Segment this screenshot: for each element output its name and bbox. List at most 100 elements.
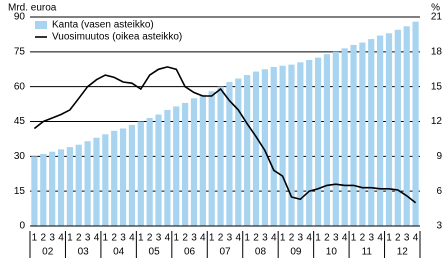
legend-label: Kanta (vasen asteikko) bbox=[52, 20, 154, 31]
x-group-label: 02 bbox=[42, 247, 54, 258]
bar bbox=[270, 66, 277, 226]
bar bbox=[57, 149, 65, 226]
bar bbox=[111, 130, 118, 226]
x-tick-label: 4 bbox=[377, 233, 383, 244]
y-axis-label: Mrd. euroa bbox=[8, 3, 57, 14]
x-group-label: 09 bbox=[290, 247, 302, 258]
bar bbox=[252, 71, 260, 226]
x-group-label: 10 bbox=[326, 247, 338, 258]
x-tick-label: 1 bbox=[32, 233, 38, 244]
bar bbox=[279, 65, 286, 227]
bar bbox=[297, 62, 304, 227]
y2-tick-label: 18 bbox=[431, 46, 443, 57]
x-tick-label: 2 bbox=[76, 233, 82, 244]
x-tick-label: 1 bbox=[244, 233, 250, 244]
bar bbox=[394, 29, 401, 227]
x-tick-label: 3 bbox=[368, 233, 374, 244]
x-tick-label: 4 bbox=[271, 233, 277, 244]
x-tick-label: 1 bbox=[138, 233, 144, 244]
x-tick-label: 4 bbox=[236, 233, 242, 244]
bar bbox=[403, 26, 410, 226]
y-tick-label: 15 bbox=[14, 186, 26, 197]
x-tick-label: 2 bbox=[253, 233, 259, 244]
y-tick-label: 60 bbox=[14, 81, 26, 92]
y-tick-label: 0 bbox=[19, 221, 25, 232]
x-tick-label: 4 bbox=[413, 233, 419, 244]
bar bbox=[235, 78, 242, 227]
y-tick-label: 90 bbox=[14, 12, 26, 23]
bar bbox=[146, 118, 153, 226]
x-tick-label: 1 bbox=[209, 233, 215, 244]
x-group-label: 08 bbox=[255, 247, 267, 258]
bar bbox=[359, 42, 366, 226]
bar bbox=[84, 141, 91, 226]
x-tick-label: 1 bbox=[173, 233, 179, 244]
bar bbox=[155, 114, 162, 226]
y-tick-label: 30 bbox=[14, 151, 26, 162]
bar bbox=[412, 21, 419, 227]
x-tick-label: 4 bbox=[94, 233, 100, 244]
bar bbox=[93, 137, 100, 226]
bar bbox=[244, 75, 251, 226]
bar bbox=[119, 128, 127, 226]
bar bbox=[341, 48, 348, 226]
x-tick-label: 1 bbox=[67, 233, 73, 244]
x-tick-label: 2 bbox=[111, 233, 117, 244]
x-group-label: 11 bbox=[362, 247, 373, 258]
y2-axis-label: % bbox=[431, 3, 440, 14]
x-tick-label: 1 bbox=[103, 233, 109, 244]
x-group-label: 04 bbox=[113, 247, 125, 258]
x-tick-label: 3 bbox=[85, 233, 91, 244]
bar bbox=[137, 121, 144, 226]
y2-tick-label: 21 bbox=[431, 12, 443, 23]
x-tick-label: 2 bbox=[360, 233, 366, 244]
x-tick-label: 2 bbox=[147, 233, 153, 244]
x-tick-label: 2 bbox=[324, 233, 330, 244]
legend-label: Vuosimuutos (oikea asteikko) bbox=[52, 32, 182, 43]
y-tick-label: 45 bbox=[14, 116, 26, 127]
bar bbox=[199, 94, 206, 227]
line bbox=[33, 66, 417, 204]
x-tick-label: 3 bbox=[191, 233, 197, 244]
x-tick-label: 1 bbox=[315, 233, 321, 244]
x-tick-label: 2 bbox=[395, 233, 401, 244]
bar bbox=[226, 82, 233, 227]
bar bbox=[332, 51, 339, 227]
bar bbox=[128, 124, 136, 226]
x-tick-label: 2 bbox=[218, 233, 224, 244]
x-tick-label: 2 bbox=[289, 233, 295, 244]
x-tick-label: 2 bbox=[182, 233, 188, 244]
x-tick-label: 3 bbox=[120, 233, 126, 244]
x-tick-label: 1 bbox=[280, 233, 286, 244]
x-tick-label: 2 bbox=[41, 233, 47, 244]
x-tick-label: 3 bbox=[262, 233, 268, 244]
y2-tick-label: 9 bbox=[436, 151, 442, 162]
bar bbox=[323, 54, 331, 227]
bar bbox=[40, 154, 47, 226]
x-group-label: 05 bbox=[149, 247, 161, 258]
x-tick-label: 1 bbox=[386, 233, 392, 244]
bar bbox=[306, 59, 313, 226]
x-group-label: 06 bbox=[184, 247, 196, 258]
x-group-label: 07 bbox=[219, 247, 231, 258]
bar bbox=[49, 151, 56, 226]
bar bbox=[182, 102, 189, 226]
x-tick-label: 3 bbox=[298, 233, 304, 244]
bar bbox=[377, 35, 384, 227]
x-tick-label: 3 bbox=[49, 233, 55, 244]
bar bbox=[102, 134, 109, 226]
x-tick-label: 3 bbox=[156, 233, 162, 244]
bar bbox=[190, 98, 198, 226]
x-group-label: 12 bbox=[397, 247, 409, 258]
x-tick-label: 4 bbox=[58, 233, 64, 244]
x-tick-label: 4 bbox=[342, 233, 348, 244]
x-tick-label: 4 bbox=[306, 233, 312, 244]
x-tick-label: 3 bbox=[404, 233, 410, 244]
x-group-label: 03 bbox=[78, 247, 90, 258]
bar bbox=[288, 64, 295, 226]
y2-tick-label: 6 bbox=[436, 186, 442, 197]
bar bbox=[261, 69, 268, 226]
bar bbox=[75, 144, 82, 226]
y2-tick-label: 12 bbox=[431, 116, 443, 127]
